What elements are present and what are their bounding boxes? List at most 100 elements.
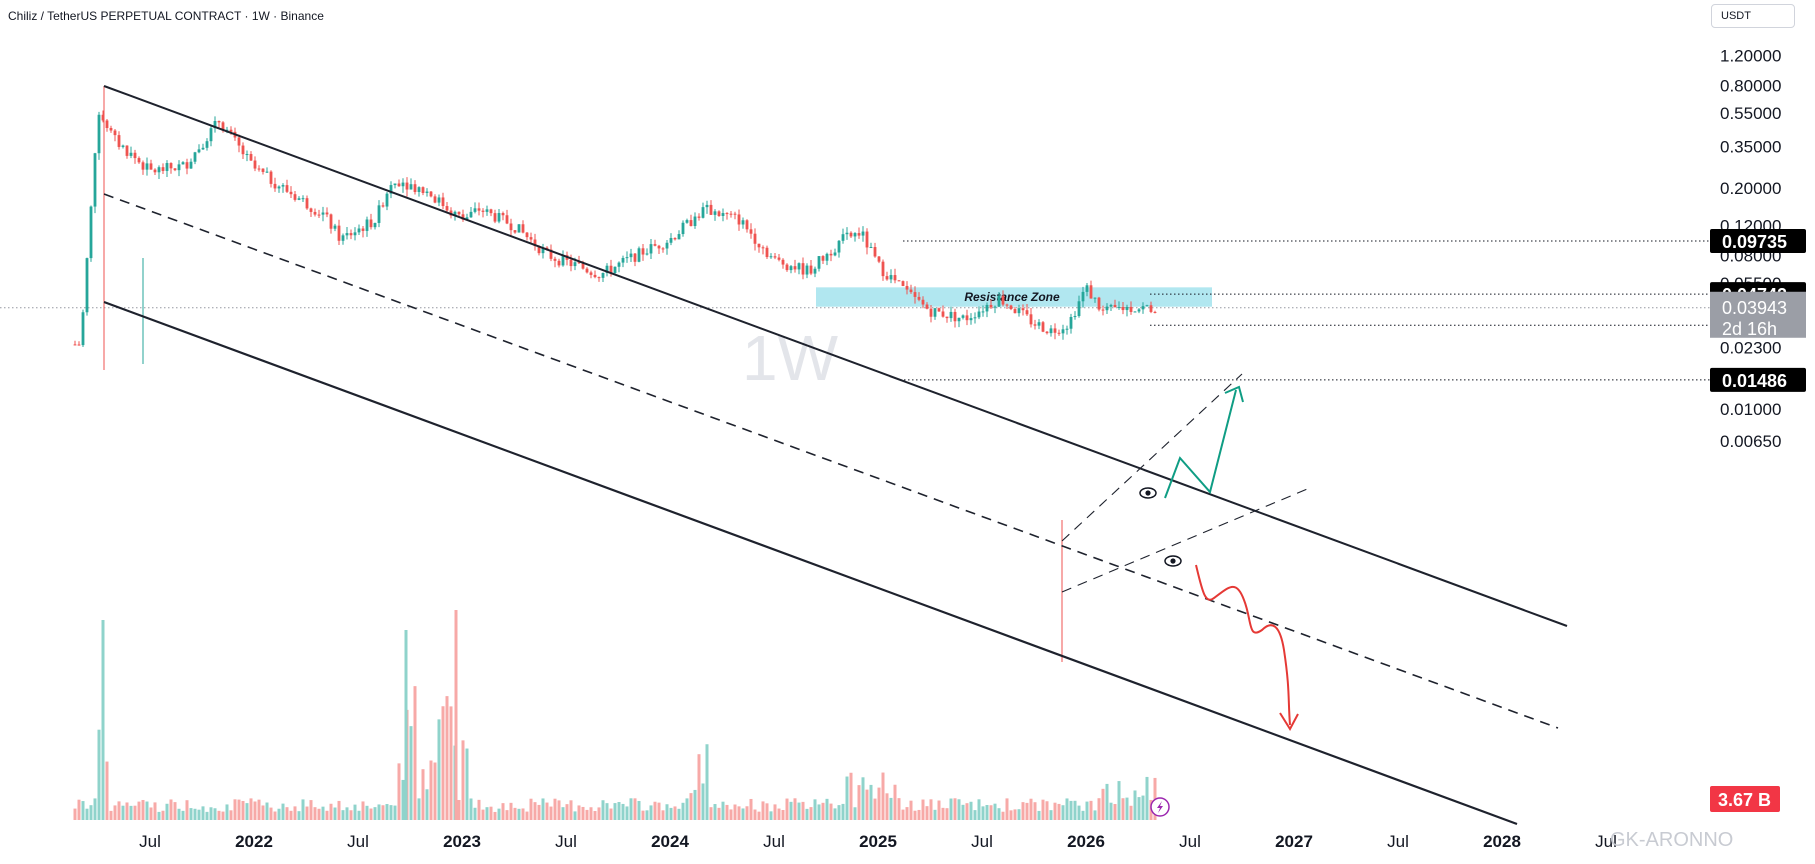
candle-body [573, 262, 577, 267]
volume-bar [301, 799, 305, 820]
volume-bar [225, 804, 229, 820]
candle-body [397, 183, 401, 187]
candle-body [857, 233, 861, 236]
candle-body [821, 256, 825, 261]
candle-body [385, 193, 389, 207]
volume-bar [905, 807, 909, 820]
candle-body [373, 222, 377, 228]
volume-bar [557, 800, 561, 820]
candle-body [613, 266, 617, 274]
y-tick-label: 0.02300 [1720, 339, 1781, 358]
volume-bar [1009, 810, 1013, 820]
candle-body [761, 247, 765, 249]
candle-body [137, 158, 141, 163]
volume-bar [625, 806, 629, 820]
candle-body [421, 187, 425, 193]
volume-bar [1017, 809, 1021, 820]
candle-body [853, 233, 857, 237]
candle-body [437, 197, 441, 203]
candle-body [877, 256, 881, 262]
candle-body [1125, 306, 1129, 311]
candle-body [881, 261, 885, 277]
candle-body [377, 205, 381, 223]
volume-bar [513, 807, 517, 820]
candle-body [513, 230, 517, 233]
trendline-wedge-lower [1061, 486, 1313, 593]
volume-bar [1073, 800, 1077, 820]
volume-bar [125, 802, 129, 820]
volume-bar [1069, 800, 1073, 820]
x-tick-label: Jul [1595, 832, 1617, 851]
volume-bar [565, 804, 569, 820]
price-tag: 0.09735 [1710, 229, 1806, 254]
volume-bar [993, 803, 997, 820]
eye-icon [1164, 555, 1182, 567]
candle-body [765, 247, 769, 258]
candle-body [1129, 306, 1133, 312]
candle-body [729, 213, 733, 215]
candle-body [253, 160, 257, 169]
volume-bar [249, 798, 253, 820]
candle-body [141, 162, 145, 170]
volume-bar [737, 806, 741, 820]
volume-bar [969, 801, 973, 820]
candle-body [337, 225, 341, 241]
volume-bar [1013, 809, 1017, 820]
candle-body [773, 256, 777, 258]
volume-bar [941, 807, 945, 820]
candle-body [125, 145, 129, 156]
volume-bar [913, 810, 917, 820]
volume-bar [465, 748, 469, 820]
candle-body [793, 266, 797, 270]
candle-body [173, 168, 177, 171]
volume-bar [865, 789, 869, 820]
candle-body [1057, 332, 1061, 334]
volume-bar [1077, 805, 1081, 820]
candle-body [677, 234, 681, 240]
volume-bar [165, 803, 169, 820]
candle-body [905, 285, 909, 290]
volume-bar [221, 811, 225, 820]
candle-body [777, 257, 781, 260]
volume-bar [837, 805, 841, 820]
volume-bar [925, 806, 929, 820]
candle-body [1033, 324, 1037, 326]
bullish-arrow-head [1224, 385, 1244, 403]
volume-bar [329, 803, 333, 820]
candle-body [133, 152, 137, 159]
candle-body [1153, 311, 1157, 313]
candle-body [441, 197, 445, 207]
candle-body [317, 214, 321, 216]
currency-selector[interactable]: USDT [1711, 4, 1795, 28]
candle-body [277, 186, 281, 189]
volume-bar [441, 706, 445, 820]
candle-body [285, 185, 289, 192]
volume-bar [937, 800, 941, 820]
candle-body [405, 182, 409, 190]
volume-bar [325, 810, 329, 820]
candle-body [1045, 331, 1049, 334]
candle-body [149, 163, 153, 170]
candle-body [837, 240, 841, 253]
candle-body [749, 229, 753, 234]
x-tick-label: 2022 [235, 832, 273, 851]
candle-body [909, 289, 913, 293]
candle-body [257, 168, 261, 170]
volume-bar [409, 726, 413, 820]
x-tick-label: Jul [347, 832, 369, 851]
volume-bar [677, 808, 681, 820]
volume-bar [113, 805, 117, 820]
candle-body [353, 232, 357, 236]
candle-body [589, 272, 593, 275]
volume-bar [101, 620, 105, 820]
candle-body [713, 211, 717, 215]
candle-body [933, 308, 937, 317]
candle-body [493, 213, 497, 222]
candle-body [457, 211, 461, 215]
candle-body [501, 213, 505, 216]
volume-bar [873, 798, 877, 820]
volume-bar [353, 804, 357, 820]
volume-bar [457, 799, 461, 820]
candle-body [1149, 305, 1153, 312]
